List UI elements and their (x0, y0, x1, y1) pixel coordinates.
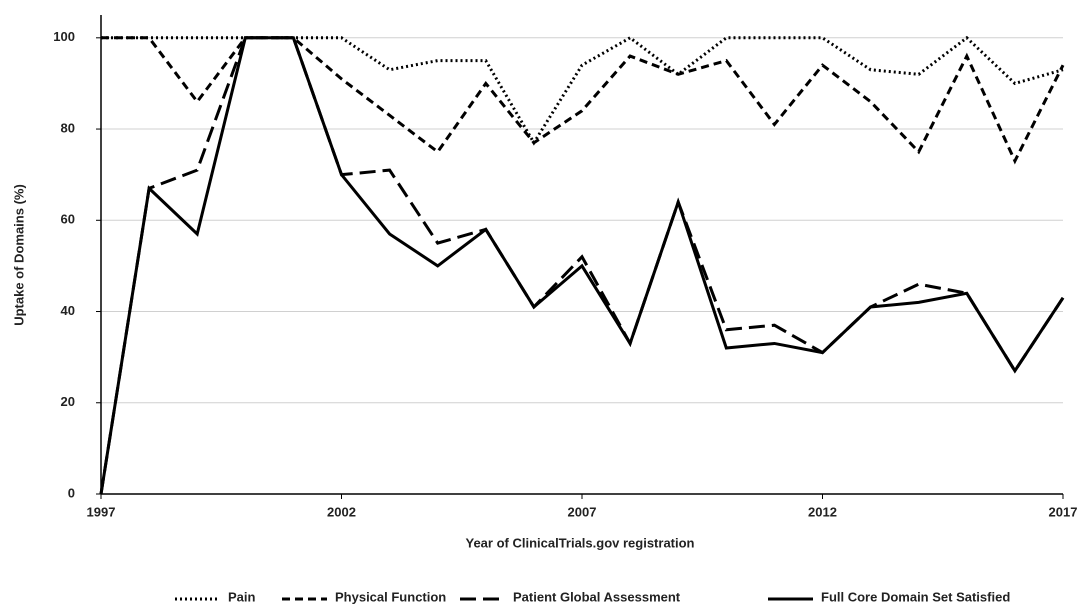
legend-label: Physical Function (335, 589, 446, 604)
x-tick-label: 2017 (1049, 504, 1078, 519)
x-tick-label: 2002 (327, 504, 356, 519)
y-tick-label: 40 (61, 303, 75, 318)
y-axis-label: Uptake of Domains (%) (11, 184, 26, 326)
line-series (101, 35, 1064, 146)
y-tick-label: 0 (68, 485, 75, 500)
x-tick-label: 2012 (808, 504, 837, 519)
y-tick-label: 100 (53, 29, 75, 44)
x-tick-label: 2007 (568, 504, 597, 519)
legend-label: Full Core Domain Set Satisfied (821, 589, 1010, 604)
line-series (101, 36, 1065, 165)
line-series (99, 36, 1065, 495)
legend-label: Patient Global Assessment (513, 589, 681, 604)
y-tick-label: 60 (61, 212, 75, 227)
x-tick-label: 1997 (87, 504, 116, 519)
legend-label: Pain (228, 589, 256, 604)
y-tick-label: 20 (61, 394, 75, 409)
y-tick-label: 80 (61, 120, 75, 135)
x-axis-label: Year of ClinicalTrials.gov registration (465, 535, 694, 550)
